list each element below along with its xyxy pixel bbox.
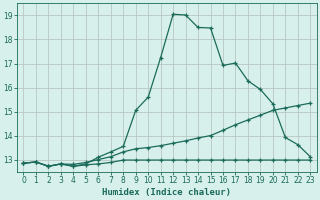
X-axis label: Humidex (Indice chaleur): Humidex (Indice chaleur) xyxy=(102,188,231,197)
